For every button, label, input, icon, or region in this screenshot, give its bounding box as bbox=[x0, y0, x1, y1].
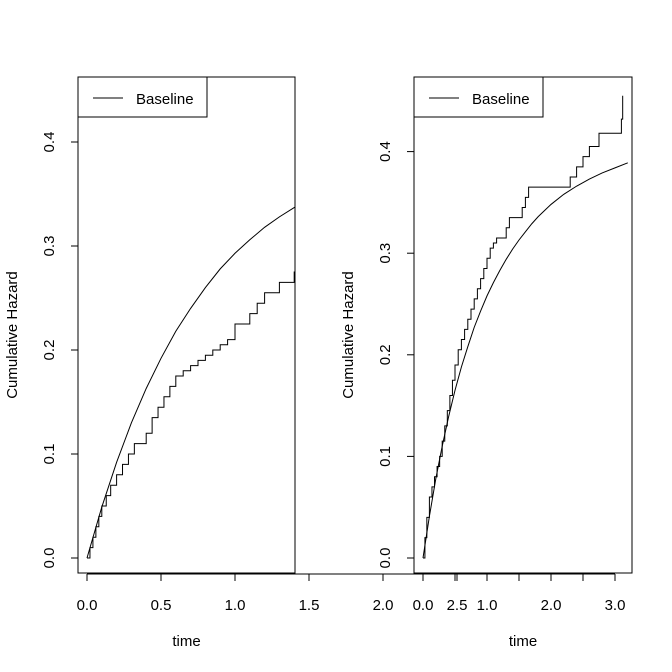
series-group bbox=[422, 95, 628, 559]
y-axis-title: Cumulative Hazard bbox=[4, 271, 21, 399]
plot-frame bbox=[413, 76, 633, 574]
y-tick-label: 0.3 bbox=[377, 243, 394, 264]
legend-box bbox=[413, 76, 544, 118]
y-tick-label: 0.1 bbox=[41, 444, 58, 465]
x-axis: 0.0 1.0 2.0 3.0 time bbox=[413, 573, 626, 650]
x-tick-label: 2.0 bbox=[541, 597, 562, 614]
smooth-curve bbox=[86, 206, 295, 559]
x-tick-label: 1.0 bbox=[477, 597, 498, 614]
y-tick-label: 0.0 bbox=[41, 548, 58, 569]
x-tick-label: 0.5 bbox=[151, 597, 172, 614]
x-tick-label: 0.0 bbox=[413, 597, 434, 614]
legend-label: Baseline bbox=[136, 91, 194, 108]
series-group bbox=[86, 206, 295, 559]
y-tick-label: 0.2 bbox=[41, 340, 58, 361]
x-tick-label: 1.0 bbox=[225, 597, 246, 614]
smooth-curve bbox=[422, 162, 628, 559]
x-tick-label: 3.0 bbox=[605, 597, 626, 614]
plot-frame bbox=[77, 76, 296, 574]
x-tick-label: 1.5 bbox=[299, 597, 320, 614]
x-axis-title: time bbox=[172, 633, 200, 650]
y-tick-label: 0.1 bbox=[377, 446, 394, 467]
step-line bbox=[87, 271, 295, 559]
chart-panel-right: 0.0 1.0 2.0 3.0 time 0.0 0.1 0.2 0.3 0.4 Cumulativ… bbox=[340, 76, 633, 650]
x-tick-label: 2.5 bbox=[447, 597, 468, 614]
legend-box bbox=[77, 76, 208, 118]
y-tick-label: 0.4 bbox=[41, 132, 58, 153]
y-axis: 0.0 0.1 0.2 0.3 0.4 Cumulative Hazard bbox=[4, 132, 79, 569]
y-axis-title: Cumulative Hazard bbox=[340, 271, 357, 399]
y-tick-label: 0.2 bbox=[377, 344, 394, 365]
chart-panel-left: 0.0 0.5 1.0 1.5 2.0 2.5 time 0.0 0.1 0.2 0.3 0.4 Cum… bbox=[4, 76, 468, 650]
step-line bbox=[423, 95, 624, 559]
x-tick-label: 0.0 bbox=[77, 597, 98, 614]
legend: Baseline bbox=[413, 76, 544, 118]
y-tick-label: 0.0 bbox=[377, 548, 394, 569]
x-tick-label: 2.0 bbox=[373, 597, 394, 614]
y-tick-label: 0.3 bbox=[41, 236, 58, 257]
y-axis: 0.0 0.1 0.2 0.3 0.4 Cumulative Hazard bbox=[340, 141, 415, 569]
x-axis: 0.0 0.5 1.0 1.5 2.0 2.5 time bbox=[77, 573, 468, 650]
legend: Baseline bbox=[77, 76, 208, 118]
legend-label: Baseline bbox=[472, 91, 530, 108]
x-axis-title: time bbox=[509, 633, 537, 650]
y-tick-label: 0.4 bbox=[377, 141, 394, 162]
